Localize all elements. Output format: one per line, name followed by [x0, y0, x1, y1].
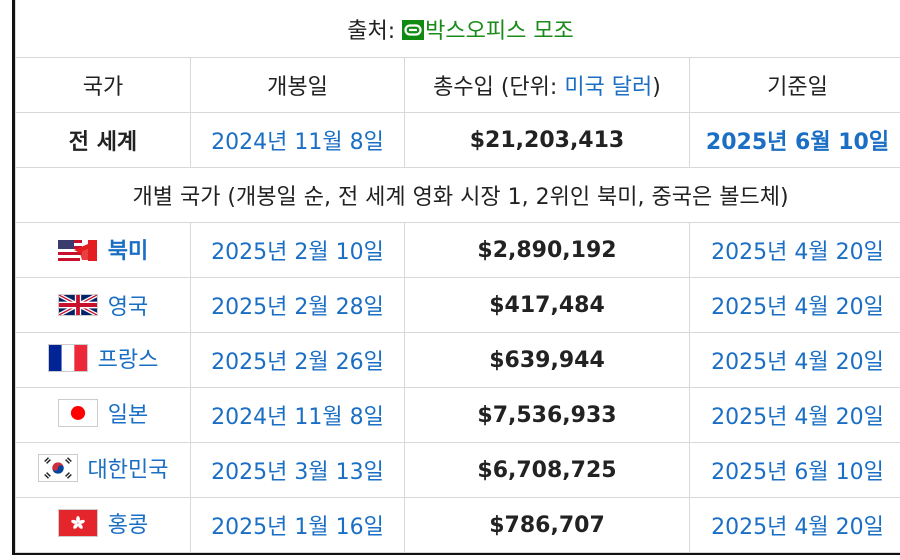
- gross-cell: $6,708,725: [404, 442, 690, 498]
- worldwide-gross: $21,203,413: [404, 112, 690, 168]
- table-row: 프랑스 2025년 2월 26일 $639,944 2025년 4월 20일: [15, 332, 900, 388]
- country-cell: 북미: [15, 222, 191, 278]
- france-flag-icon: [47, 344, 88, 372]
- external-link-icon: [402, 19, 425, 40]
- uk-flag-icon: [57, 293, 98, 316]
- release-date-link[interactable]: 2025년 3월 13일: [211, 460, 384, 485]
- country-link[interactable]: 일본: [107, 403, 149, 428]
- worldwide-release-link[interactable]: 2024년 11월 8일: [211, 130, 384, 155]
- usd-link[interactable]: 미국 달러: [564, 75, 653, 100]
- source-link[interactable]: 박스오피스 모조: [402, 19, 574, 44]
- header-gross-label: 총수입 (단위:: [433, 75, 565, 100]
- country-link[interactable]: 영국: [107, 294, 149, 320]
- release-cell: 2025년 3월 13일: [190, 442, 405, 498]
- country-cell: 프랑스: [15, 332, 191, 388]
- table-row: 북미 2025년 2월 10일 $2,890,192 2025년 4월 20일: [15, 222, 900, 278]
- country-cell: 일본: [15, 387, 191, 443]
- gross-cell: $2,890,192: [404, 222, 690, 278]
- gross-cell: $417,484: [404, 277, 690, 333]
- header-as-of: 기준일: [688, 57, 900, 113]
- gross-cell: $7,536,933: [404, 387, 690, 443]
- as-of-link[interactable]: 2025년 6월 10일: [711, 460, 884, 485]
- table-row: 대한민국 2025년 3월 13일 $6,708,725 2025년 6월 10…: [15, 442, 900, 498]
- as-of-cell: 2025년 4월 20일: [688, 387, 900, 443]
- gross-cell: $786,707: [404, 497, 690, 553]
- table-row: 영국 2025년 2월 28일 $417,484 2025년 4월 20일: [15, 277, 900, 333]
- as-of-cell: 2025년 4월 20일: [688, 497, 900, 553]
- worldwide-as-of-cell: 2025년 6월 10일: [688, 112, 900, 168]
- source-cell: 출처: 박스오피스 모조: [14, 0, 900, 58]
- table-row: 일본 2024년 11월 8일 $7,536,933 2025년 4월 20일: [15, 387, 900, 443]
- south-korea-flag-icon: [37, 454, 78, 482]
- release-cell: 2024년 11월 8일: [190, 387, 405, 443]
- as-of-cell: 2025년 6월 10일: [688, 442, 900, 498]
- as-of-cell: 2025년 4월 20일: [688, 332, 900, 388]
- source-label: 출처:: [347, 18, 396, 44]
- japan-flag-icon: [57, 399, 98, 427]
- header-gross: 총수입 (단위: 미국 달러): [404, 57, 690, 113]
- note-row: 개별 국가 (개봉일 순, 전 세계 영화 시장 1, 2위인 북미, 중국은 …: [14, 167, 900, 223]
- gross-cell: $639,944: [404, 332, 690, 388]
- north-america-flag-icon: [57, 235, 98, 262]
- worldwide-release-cell: 2024년 11월 8일: [190, 112, 405, 168]
- release-cell: 2025년 2월 26일: [190, 332, 405, 388]
- country-cell: 대한민국: [15, 442, 191, 498]
- box-office-table: 출처: 박스오피스 모조 국가 개봉일 총수입 (단위: 미국 달러) 기준일 …: [14, 0, 900, 553]
- source-link-text: 박스오피스 모조: [425, 18, 574, 44]
- source-row: 출처: 박스오피스 모조: [14, 0, 900, 58]
- header-gross-suffix: ): [652, 75, 661, 100]
- release-cell: 2025년 2월 28일: [190, 277, 405, 333]
- header-country: 국가: [15, 57, 191, 113]
- country-link[interactable]: 프랑스: [97, 348, 159, 373]
- country-cell: 영국: [15, 277, 191, 333]
- worldwide-as-of-link[interactable]: 2025년 6월 10일: [705, 130, 890, 155]
- hong-kong-flag-icon: [57, 509, 98, 537]
- as-of-link[interactable]: 2025년 4월 20일: [711, 295, 884, 320]
- worldwide-row: 전 세계 2024년 11월 8일 $21,203,413 2025년 6월 1…: [15, 112, 900, 168]
- as-of-cell: 2025년 4월 20일: [688, 277, 900, 333]
- as-of-cell: 2025년 4월 20일: [688, 222, 900, 278]
- as-of-link[interactable]: 2025년 4월 20일: [711, 350, 884, 375]
- country-link[interactable]: 대한민국: [87, 458, 169, 483]
- release-date-link[interactable]: 2025년 1월 16일: [211, 515, 384, 540]
- note-cell: 개별 국가 (개봉일 순, 전 세계 영화 시장 1, 2위인 북미, 중국은 …: [14, 167, 900, 223]
- release-date-link[interactable]: 2024년 11월 8일: [211, 405, 384, 430]
- table-row: 홍콩 2025년 1월 16일 $786,707 2025년 4월 20일: [15, 497, 900, 553]
- release-cell: 2025년 1월 16일: [190, 497, 405, 553]
- country-cell: 홍콩: [15, 497, 191, 553]
- release-cell: 2025년 2월 10일: [190, 222, 405, 278]
- header-row: 국가 개봉일 총수입 (단위: 미국 달러) 기준일: [15, 57, 900, 113]
- release-date-link[interactable]: 2025년 2월 26일: [211, 350, 384, 375]
- release-date-link[interactable]: 2025년 2월 28일: [211, 295, 384, 320]
- worldwide-label: 전 세계: [15, 112, 191, 168]
- country-link[interactable]: 북미: [107, 238, 149, 264]
- release-date-link[interactable]: 2025년 2월 10일: [211, 240, 384, 265]
- as-of-link[interactable]: 2025년 4월 20일: [711, 405, 884, 430]
- country-link[interactable]: 홍콩: [107, 513, 149, 538]
- header-release-date: 개봉일: [190, 57, 405, 113]
- as-of-link[interactable]: 2025년 4월 20일: [711, 240, 884, 265]
- as-of-link[interactable]: 2025년 4월 20일: [711, 515, 884, 540]
